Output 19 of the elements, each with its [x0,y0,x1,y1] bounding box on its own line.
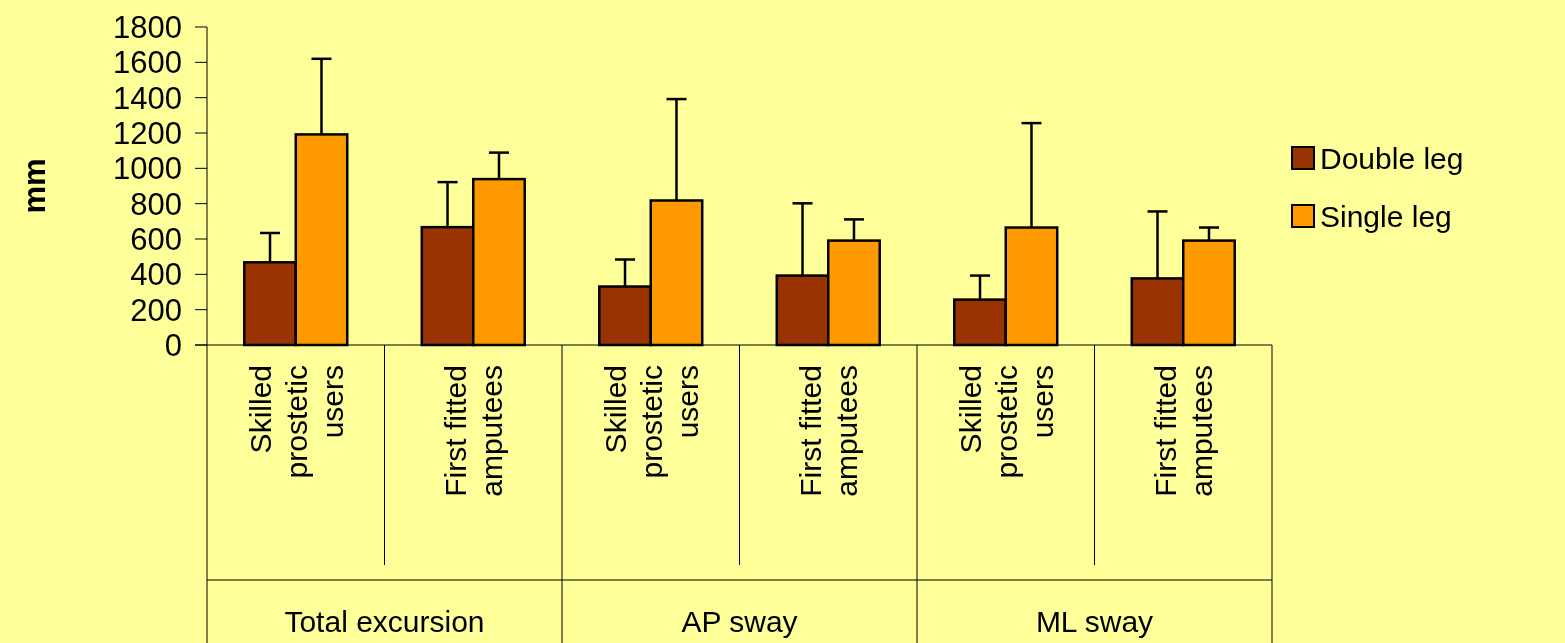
y-tick-label: 200 [130,292,182,328]
text: ML sway [1035,605,1154,638]
y-tick-label: 1400 [113,80,182,116]
y-tick-label: 400 [130,257,182,293]
y-tick-label: 0 [164,327,182,363]
text: Total excursion [284,605,485,638]
x-tick-label: Skilled prostetic users [953,365,1059,479]
y-axis-title: mm [17,158,52,214]
y-tick-label: 800 [130,186,182,222]
legend-label: Single leg [1320,199,1452,233]
legend-label: Double leg [1320,141,1464,175]
y-tick-label: 1000 [113,151,182,187]
y-tick-label: 1200 [113,115,182,151]
x-tick-label: Skilled prostetic users [598,365,704,479]
x-tick-label: Skilled prostetic users [243,365,349,479]
y-tick-label: 1600 [113,45,182,81]
y-tick-label: 600 [130,221,182,257]
y-tick-label: 1800 [113,9,182,45]
text: AP sway [681,605,798,638]
